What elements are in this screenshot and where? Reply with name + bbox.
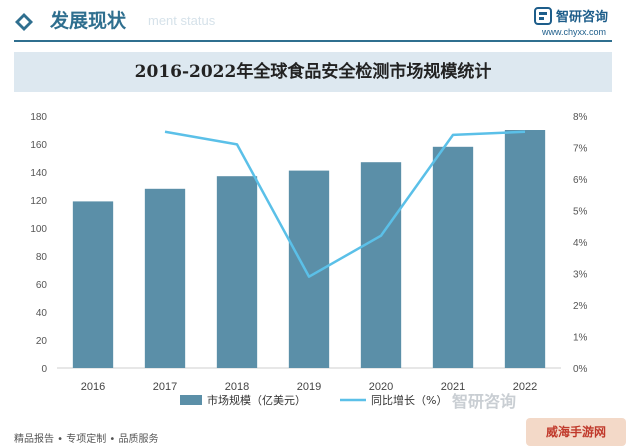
- x-tick-label: 2017: [153, 381, 177, 393]
- legend-swatch-bar: [180, 395, 202, 405]
- chart-title-bar: 2016-2022年全球食品安全检测市场规模统计: [14, 52, 612, 92]
- page-header: 发展现状 ment status 智研咨询 www.chyxx.com: [0, 0, 626, 42]
- site-badge: 威海手游网: [526, 418, 626, 446]
- bar-2022: [504, 130, 546, 368]
- y-right-tick-label: 8%: [573, 112, 588, 123]
- y-left-tick-label: 100: [30, 224, 47, 235]
- diamond-icon: [15, 13, 33, 31]
- y-left-tick-label: 40: [36, 308, 48, 319]
- x-tick-label: 2022: [513, 381, 537, 393]
- chart-title: 2016-2022年全球食品安全检测市场规模统计: [134, 62, 492, 82]
- y-right-tick-label: 3%: [573, 270, 588, 281]
- section-title: 发展现状: [50, 10, 127, 32]
- x-tick-label: 2018: [225, 381, 249, 393]
- footer-tagline: 精品报告 • 专项定制 • 品质服务: [14, 434, 159, 445]
- growth-line: [164, 130, 526, 278]
- bar-2018: [216, 176, 258, 368]
- y-left-tick-label: 60: [36, 280, 48, 291]
- bar-2016: [72, 201, 114, 368]
- brand-url: www.chyxx.com: [541, 27, 606, 37]
- bar-2017: [144, 188, 186, 368]
- y-right-tick-label: 2%: [573, 301, 588, 312]
- brand-block: 智研咨询: [533, 6, 608, 25]
- y-right-tick-label: 7%: [573, 144, 588, 155]
- y-left-tick-label: 120: [30, 196, 47, 207]
- legend-label-bar: 市场规模（亿美元）: [207, 393, 306, 407]
- brand-name: 智研咨询: [555, 10, 608, 25]
- y-right-tick-label: 6%: [573, 175, 588, 186]
- bar-2020: [360, 162, 402, 368]
- y-left-tick-label: 160: [30, 140, 47, 151]
- y-left-tick-label: 0: [41, 364, 47, 375]
- legend-label-line: 同比增长（%）: [371, 393, 447, 407]
- brand-logo-icon: [533, 6, 552, 25]
- y-right-tick-label: 4%: [573, 238, 588, 249]
- footer-watermark-brand: 智研咨询: [452, 392, 517, 411]
- x-tick-label: 2020: [369, 381, 393, 393]
- site-badge-text: 威海手游网: [545, 425, 606, 439]
- y-right-tick-label: 1%: [573, 333, 588, 344]
- y-right-tick-label: 5%: [573, 207, 588, 218]
- y-left-tick-label: 180: [30, 112, 47, 123]
- y-left-tick-label: 80: [36, 252, 48, 263]
- bar-2021: [432, 146, 474, 368]
- x-tick-label: 2019: [297, 381, 321, 393]
- x-tick-label: 2016: [81, 381, 105, 393]
- x-tick-label: 2021: [441, 381, 465, 393]
- y-left-tick-label: 140: [30, 168, 47, 179]
- y-left-tick-label: 20: [36, 336, 48, 347]
- section-ghost-text: ment status: [148, 13, 216, 28]
- header-divider: [14, 40, 612, 42]
- y-right-tick-label: 0%: [573, 364, 588, 375]
